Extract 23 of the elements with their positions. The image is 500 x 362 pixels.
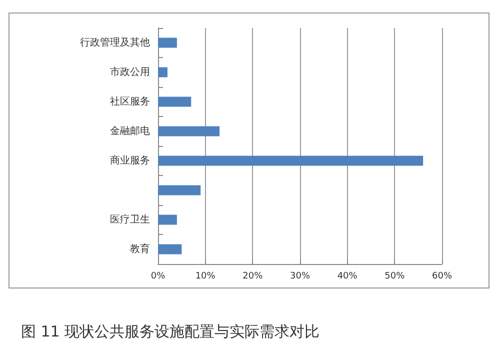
x-tick-label: 50% xyxy=(384,272,406,282)
y-tick-label: 教育 xyxy=(130,242,150,255)
x-tick-label: 0% xyxy=(150,272,166,282)
x-tick-label: 60% xyxy=(432,272,452,282)
y-tick-label: 行政管理及其他 xyxy=(80,36,150,48)
x-tick-label: 10% xyxy=(195,272,216,282)
y-tick-label: 医疗卫生 xyxy=(110,213,150,226)
bar xyxy=(158,126,220,136)
bar xyxy=(158,214,177,225)
text: 图 11 现状公共服务设施配置与实际需求对比 xyxy=(21,322,320,340)
bar xyxy=(158,38,177,48)
x-tick-label: 20% xyxy=(242,272,264,282)
y-tick-label: 市政公用 xyxy=(110,66,150,78)
bar xyxy=(158,156,424,166)
y-tick-label: 社区服务 xyxy=(110,95,150,108)
y-tick-label: 商业服务 xyxy=(110,154,150,166)
x-tick-label: 30% xyxy=(290,272,310,282)
bar xyxy=(158,185,201,196)
bar xyxy=(158,96,192,107)
y-tick-label: 金融邮电 xyxy=(110,124,150,137)
bar xyxy=(158,67,168,78)
bar xyxy=(158,244,182,254)
x-tick-label: 40% xyxy=(337,272,358,282)
